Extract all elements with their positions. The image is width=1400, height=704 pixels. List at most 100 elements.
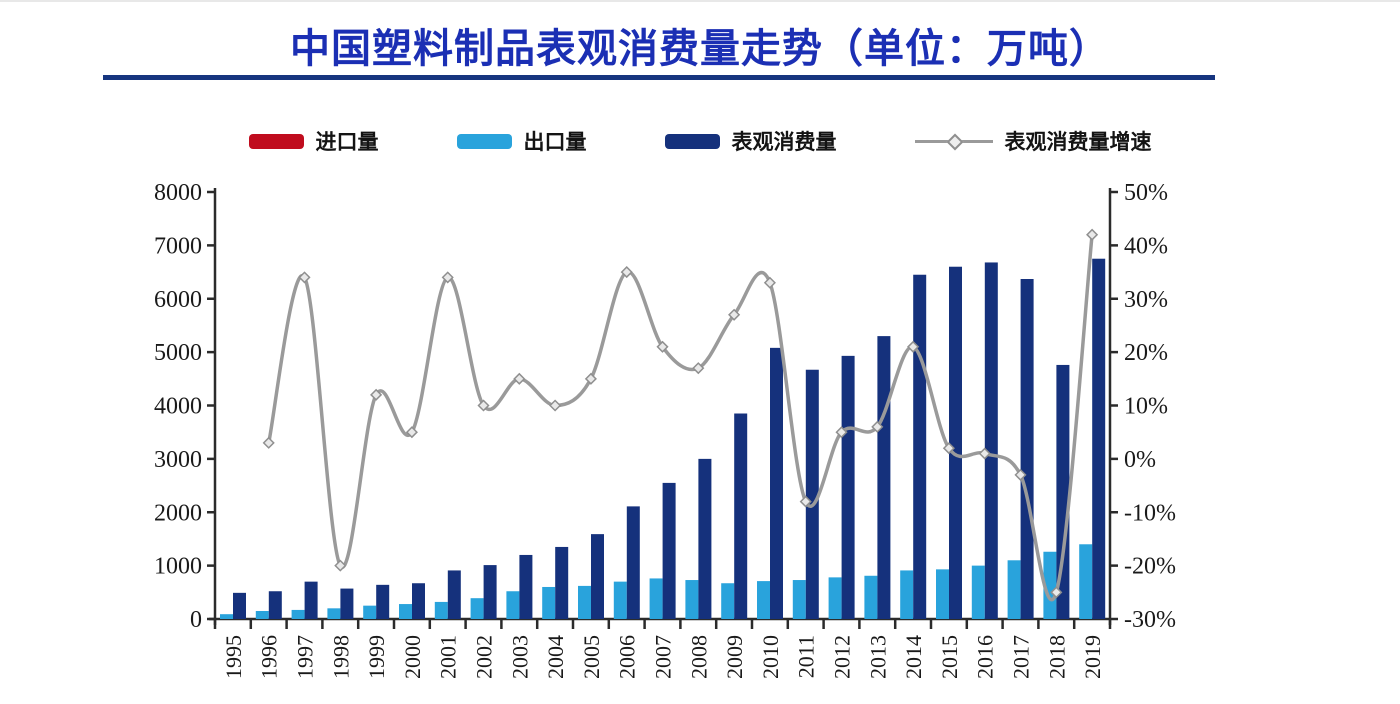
export-bar-1997 bbox=[291, 609, 305, 619]
growth-marker-2017 bbox=[1014, 468, 1027, 481]
export-bar-2002 bbox=[470, 598, 484, 619]
export-bar-2007 bbox=[649, 578, 663, 619]
x-axis-label-2015: 2015 bbox=[937, 635, 962, 679]
x-axis-label-1999: 1999 bbox=[364, 635, 389, 679]
consumption-bar-1999 bbox=[376, 584, 390, 619]
consumption-bar-2016 bbox=[984, 262, 998, 619]
export-bar-2010 bbox=[757, 581, 770, 619]
x-axis-label-2004: 2004 bbox=[543, 635, 568, 679]
left-axis-label-4000: 4000 bbox=[154, 394, 202, 420]
right-axis-label-10%: 10% bbox=[1124, 394, 1168, 420]
export-bar-2005 bbox=[578, 585, 591, 619]
export-bar-2019 bbox=[1079, 544, 1093, 619]
x-axis-label-2017: 2017 bbox=[1009, 635, 1034, 679]
left-axis-ticks: 0 1000 2000 3000 4000 5000 6000 7000 8000 bbox=[154, 180, 215, 633]
growth-marker-1999 bbox=[370, 388, 383, 401]
consumption-bar-2013 bbox=[877, 336, 891, 619]
bars bbox=[220, 258, 1106, 619]
growth-marker-2011 bbox=[799, 495, 812, 508]
legend-swatch-exports bbox=[456, 133, 512, 149]
left-axis-label-6000: 6000 bbox=[154, 287, 202, 313]
growth-marker-2005 bbox=[584, 372, 597, 385]
growth-line bbox=[266, 232, 1094, 602]
axes bbox=[209, 188, 1112, 625]
legend-label-growth: 表观消费量增速 bbox=[1004, 130, 1152, 154]
left-axis-label-1000: 1000 bbox=[154, 554, 202, 580]
growth-line-series bbox=[262, 228, 1099, 602]
consumption-bar-2004 bbox=[555, 546, 569, 619]
x-axis-label-2008: 2008 bbox=[686, 635, 711, 679]
x-axis-label-2009: 2009 bbox=[722, 635, 747, 679]
growth-marker-2015 bbox=[942, 442, 955, 455]
left-axis-label-0: 0 bbox=[190, 607, 202, 633]
export-bar-1995 bbox=[220, 614, 233, 619]
export-bar-2015 bbox=[936, 569, 949, 619]
export-bar-1998 bbox=[327, 608, 341, 619]
left-axis-label-7000: 7000 bbox=[154, 233, 202, 259]
growth-marker-2018 bbox=[1050, 586, 1063, 599]
growth-marker-2009 bbox=[728, 308, 741, 321]
consumption-bar-2015 bbox=[949, 266, 962, 619]
right-axis-ticks: -30% -20% -10% 0% 10% 20% 30% 40% 50% bbox=[1110, 180, 1176, 633]
export-bar-2012 bbox=[828, 577, 842, 619]
legend-item-growth: 表观消费量增速 bbox=[914, 126, 1152, 156]
consumption-bar-2003 bbox=[519, 554, 533, 619]
consumption-bar-1995 bbox=[233, 592, 246, 619]
x-axis-label-1996: 1996 bbox=[257, 635, 282, 679]
right-axis-label-40%: 40% bbox=[1124, 233, 1168, 259]
x-axis-label-2012: 2012 bbox=[830, 635, 855, 679]
export-bar-2017 bbox=[1007, 560, 1021, 619]
consumption-bar-2001 bbox=[447, 570, 461, 619]
x-axis-label-2011: 2011 bbox=[794, 635, 819, 678]
export-bar-2013 bbox=[864, 575, 878, 619]
x-axis-label-2005: 2005 bbox=[579, 635, 604, 679]
x-axis-label-2010: 2010 bbox=[758, 635, 783, 679]
export-bar-2016 bbox=[971, 565, 985, 619]
x-axis-label-2014: 2014 bbox=[901, 635, 926, 679]
legend-item-exports: 出口量 bbox=[456, 126, 587, 156]
x-axis-label-2013: 2013 bbox=[865, 635, 890, 679]
growth-marker-2012 bbox=[835, 426, 848, 439]
legend-swatch-consumption bbox=[664, 133, 720, 149]
export-bar-2001 bbox=[434, 601, 448, 619]
legend-label-consumption: 表观消费量 bbox=[731, 130, 837, 154]
left-axis-label-2000: 2000 bbox=[154, 500, 202, 526]
growth-marker-2006 bbox=[620, 266, 633, 279]
consumption-bar-2018 bbox=[1056, 364, 1070, 619]
legend: 进口量 出口量 表观消费量 表观消费量增速 bbox=[0, 126, 1400, 156]
consumption-bar-1997 bbox=[304, 581, 318, 619]
left-axis-label-8000: 8000 bbox=[154, 180, 202, 206]
export-bar-2008 bbox=[685, 580, 699, 619]
right-axis-label-30%: 30% bbox=[1124, 287, 1168, 313]
consumption-bar-2005 bbox=[591, 534, 604, 619]
consumption-bar-2006 bbox=[626, 506, 640, 619]
x-axis-ticks-and-labels: 1995 1996 1997 1998 1999 2000 2001 2002 2003 2004… bbox=[213, 619, 1112, 679]
x-axis-label-2018: 2018 bbox=[1044, 635, 1069, 679]
growth-marker-2014 bbox=[907, 340, 920, 353]
export-bar-2003 bbox=[506, 591, 520, 619]
growth-marker-2003 bbox=[513, 372, 526, 385]
growth-marker-1998 bbox=[334, 559, 347, 572]
x-axis-label-1997: 1997 bbox=[293, 635, 318, 679]
chart-title: 中国塑料制品表观消费量走势（单位：万吨） bbox=[290, 26, 1110, 71]
x-axis-label-2019: 2019 bbox=[1080, 635, 1105, 679]
right-axis-label-50%: 50% bbox=[1124, 180, 1168, 206]
export-bar-2014 bbox=[900, 570, 914, 619]
x-axis-label-2016: 2016 bbox=[973, 635, 998, 679]
x-axis-label-1998: 1998 bbox=[328, 635, 353, 679]
consumption-bar-1996 bbox=[268, 591, 282, 619]
legend-item-imports: 进口量 bbox=[248, 126, 379, 156]
export-bar-1999 bbox=[363, 605, 377, 619]
growth-marker-2010 bbox=[763, 276, 776, 289]
right-axis-label-0%: 0% bbox=[1124, 447, 1156, 473]
left-axis-label-5000: 5000 bbox=[154, 340, 202, 366]
title-underline bbox=[103, 75, 1215, 80]
legend-swatch-imports bbox=[248, 133, 304, 149]
consumption-bar-1998 bbox=[340, 588, 354, 619]
growth-marker-2001 bbox=[441, 271, 454, 284]
growth-marker-2007 bbox=[656, 340, 669, 353]
growth-marker-2016 bbox=[978, 447, 991, 460]
right-axis-label--10%: -10% bbox=[1124, 500, 1176, 526]
consumption-bar-2009 bbox=[734, 413, 748, 619]
